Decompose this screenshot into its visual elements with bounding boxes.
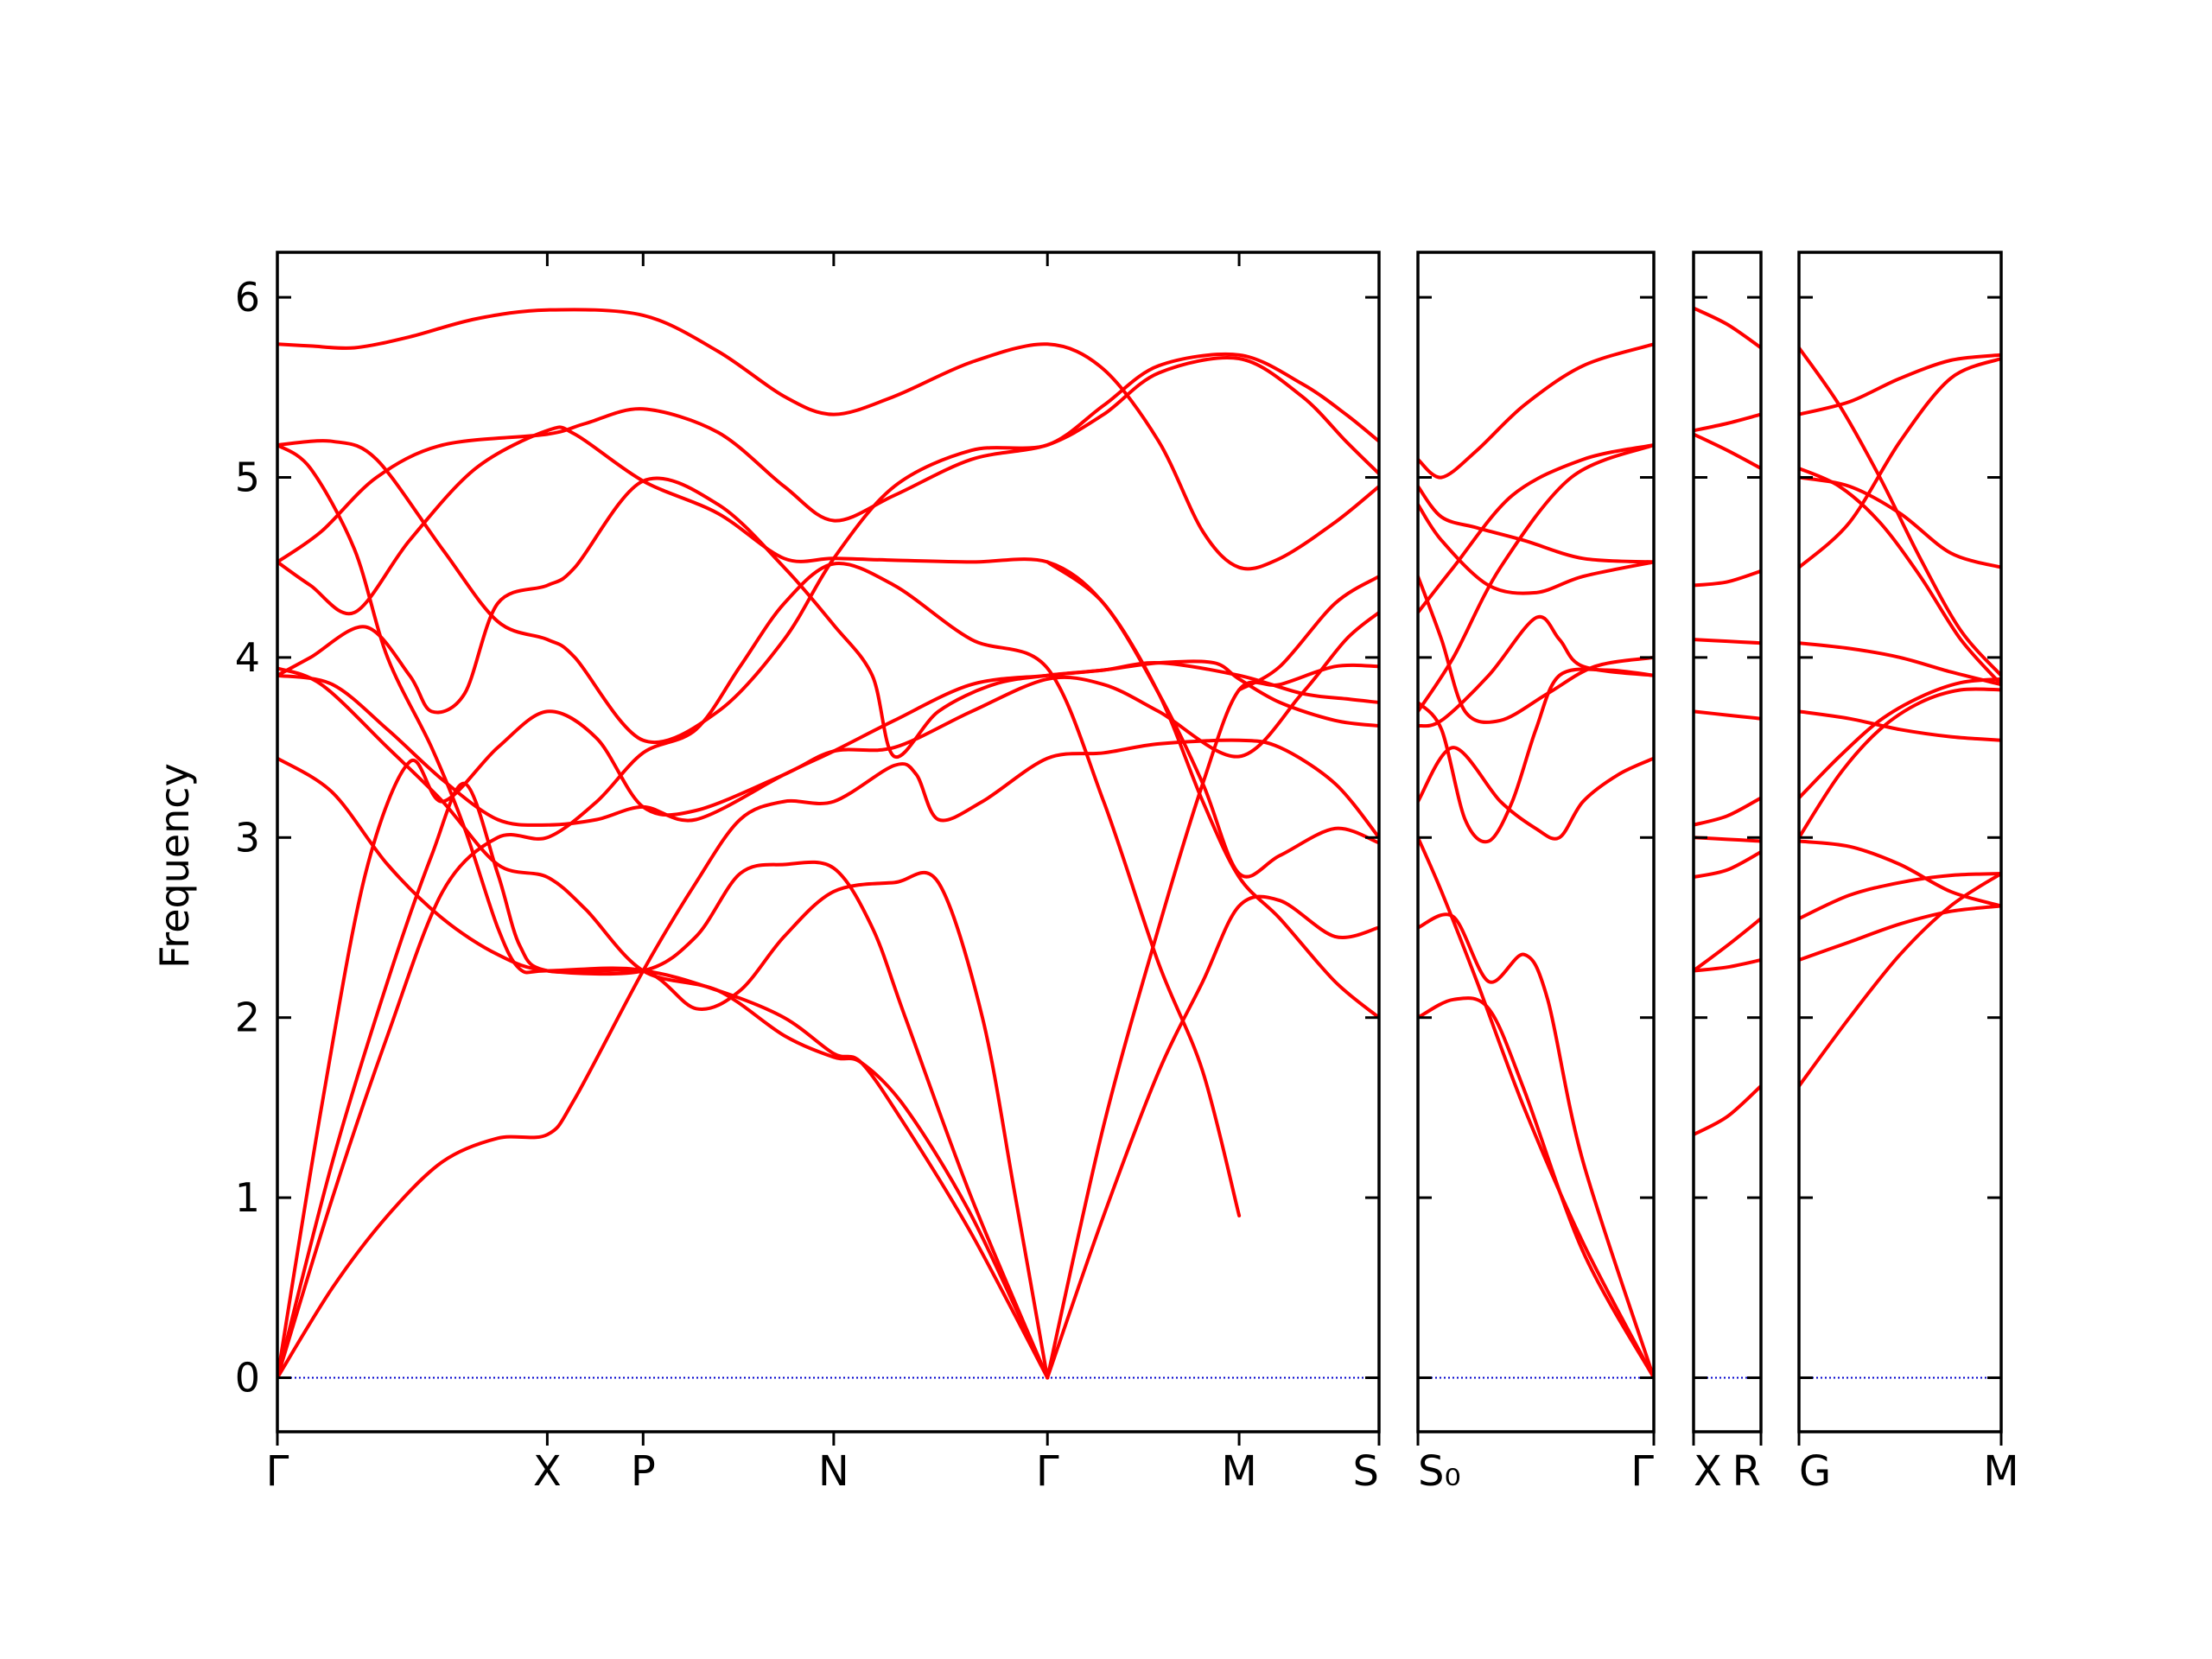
band-panel-2: S₀ Γ <box>1416 251 1656 1496</box>
band-line-12 <box>1418 996 1654 1380</box>
y-axis-tick-labels: 0 1 2 3 4 5 6 <box>235 274 260 1401</box>
band-line-3 <box>277 443 1050 1380</box>
band-line-12 <box>1799 904 2001 962</box>
y-tick-label: 5 <box>235 454 260 500</box>
band-line-13 <box>1799 872 2001 1088</box>
band-line-16 <box>1046 560 1379 1020</box>
band-line-9 <box>1418 746 1654 841</box>
kpoint-label: X <box>533 1447 562 1496</box>
band-line-2 <box>277 352 1379 745</box>
band-line-6 <box>1799 641 2001 687</box>
kpoint-label: S₀ <box>1418 1447 1461 1496</box>
band-line-10 <box>277 738 1379 1380</box>
kpoint-label: M <box>1983 1447 2018 1496</box>
band-line-4 <box>1799 357 2001 569</box>
kpoint-label: Γ <box>1036 1447 1059 1496</box>
bands <box>1418 342 1654 1380</box>
band-line-14 <box>1046 894 1379 1380</box>
kpoint-label: P <box>631 1447 656 1496</box>
kpoint-label: N <box>818 1447 849 1496</box>
kpoint-label: S <box>1353 1447 1379 1496</box>
band-line-6 <box>1694 709 1761 721</box>
bands <box>1799 346 2001 1088</box>
kpoint-label: M <box>1221 1447 1256 1496</box>
band-line-2 <box>1418 484 1654 564</box>
band-line-11 <box>1694 958 1761 973</box>
band-line-5 <box>1694 638 1761 645</box>
y-tick-label: 0 <box>235 1354 260 1401</box>
band-line-13 <box>277 781 1050 1380</box>
y-tick-label: 1 <box>235 1174 260 1221</box>
kpoint-label: Γ <box>1630 1447 1654 1496</box>
band-line-5 <box>1418 443 1654 614</box>
band-line-6 <box>277 666 1050 1380</box>
panel-frame <box>1416 251 1656 1433</box>
band-line-9 <box>277 756 1050 1380</box>
band-line-17 <box>1237 575 1379 692</box>
band-line-1 <box>1694 306 1761 350</box>
band-line-5 <box>277 356 1379 564</box>
band-line-10 <box>1418 836 1654 1380</box>
panel-frame <box>276 251 1381 1433</box>
band-line-12 <box>1694 1084 1761 1137</box>
kpoint-label: Γ <box>266 1447 289 1496</box>
band-line-8 <box>1799 677 2001 800</box>
band-line-3 <box>1799 467 2001 687</box>
panel-frame <box>1797 251 2003 1433</box>
bands <box>277 308 1379 1380</box>
band-line-3 <box>1418 502 1654 595</box>
bands <box>1694 306 1761 1137</box>
band-line-2 <box>1694 412 1761 433</box>
y-tick-label: 3 <box>235 814 260 861</box>
band-line-9 <box>1694 850 1761 880</box>
band-line-6 <box>1418 443 1654 714</box>
band-panels: Γ X P N Γ M S S₀ Γ X R G M <box>266 251 2019 1496</box>
panel-frame <box>1692 251 1763 1433</box>
kpoint-label: G <box>1799 1447 1831 1496</box>
band-line-7 <box>1694 796 1761 827</box>
band-line-9 <box>1799 687 2001 840</box>
band-line-5 <box>1799 475 2001 569</box>
band-line-10 <box>1694 917 1761 973</box>
band-line-4 <box>1418 575 1654 724</box>
band-line-15 <box>1046 663 1379 1380</box>
y-axis-label: Frequency <box>151 763 198 969</box>
band-line-7 <box>1418 667 1654 844</box>
band-line-11 <box>1418 912 1654 1380</box>
band-line-1 <box>1418 342 1654 480</box>
band-line-8 <box>1418 614 1654 728</box>
band-line-11 <box>1799 872 2001 921</box>
band-line-11 <box>277 562 1242 1380</box>
y-tick-label: 2 <box>235 995 260 1041</box>
band-line-3 <box>1694 432 1761 471</box>
band-line-4 <box>1694 569 1761 588</box>
band-line-2 <box>1799 353 2001 416</box>
kpoint-label: X <box>1694 1447 1722 1496</box>
band-line-12 <box>277 610 1379 1380</box>
kpoint-label: R <box>1732 1447 1761 1496</box>
y-tick-label: 6 <box>235 274 260 321</box>
band-line-4 <box>277 425 1379 879</box>
band-line-7 <box>1799 709 2001 742</box>
y-tick-label: 4 <box>235 634 260 681</box>
band-line-1 <box>277 308 1379 571</box>
